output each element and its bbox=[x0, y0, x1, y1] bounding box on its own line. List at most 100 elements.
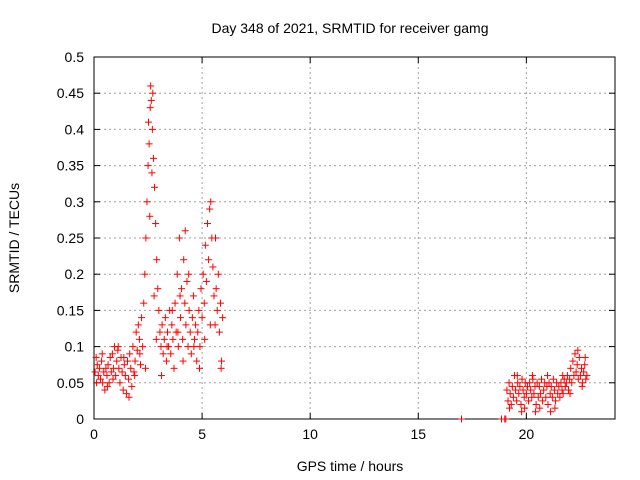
data-point bbox=[205, 256, 213, 264]
data-point bbox=[163, 343, 171, 351]
data-point bbox=[145, 140, 153, 148]
x-tick-label: 5 bbox=[198, 426, 206, 442]
data-point bbox=[519, 386, 527, 394]
data-point bbox=[98, 357, 106, 365]
data-point bbox=[174, 328, 182, 336]
data-point bbox=[209, 263, 217, 271]
data-point bbox=[517, 401, 525, 409]
data-point bbox=[574, 346, 582, 354]
data-point bbox=[184, 343, 192, 351]
data-point bbox=[195, 306, 203, 314]
data-point bbox=[577, 364, 585, 372]
data-point bbox=[198, 314, 206, 322]
data-point bbox=[531, 408, 539, 416]
data-point bbox=[91, 368, 99, 376]
data-point bbox=[514, 379, 522, 387]
data-point bbox=[535, 382, 543, 390]
data-point bbox=[139, 343, 147, 351]
data-point bbox=[98, 350, 106, 358]
data-point bbox=[513, 397, 521, 405]
data-point bbox=[507, 401, 515, 409]
data-point bbox=[141, 270, 149, 278]
data-point bbox=[520, 393, 528, 401]
data-point bbox=[518, 408, 526, 416]
data-point bbox=[526, 379, 534, 387]
data-point bbox=[578, 382, 586, 390]
data-point bbox=[522, 390, 530, 398]
data-point bbox=[210, 292, 218, 300]
data-point bbox=[575, 353, 583, 361]
data-point bbox=[197, 285, 205, 293]
data-point bbox=[581, 353, 589, 361]
data-point bbox=[544, 401, 552, 409]
data-point bbox=[581, 361, 589, 369]
data-point bbox=[100, 368, 108, 376]
data-point bbox=[580, 368, 588, 376]
data-point bbox=[527, 386, 535, 394]
data-point bbox=[119, 386, 127, 394]
data-point bbox=[216, 299, 224, 307]
data-point bbox=[179, 357, 187, 365]
x-tick-label: 20 bbox=[519, 426, 535, 442]
data-point bbox=[149, 89, 157, 97]
data-point bbox=[502, 415, 510, 423]
data-point bbox=[164, 328, 172, 336]
data-point bbox=[178, 285, 186, 293]
data-point bbox=[173, 270, 181, 278]
data-point bbox=[201, 335, 209, 343]
data-point bbox=[109, 375, 117, 383]
data-point bbox=[547, 382, 555, 390]
data-point bbox=[125, 393, 133, 401]
data-point bbox=[552, 397, 560, 405]
data-point bbox=[101, 386, 109, 394]
data-point bbox=[121, 372, 129, 380]
data-point bbox=[566, 390, 574, 398]
data-point bbox=[532, 401, 540, 409]
data-point bbox=[128, 382, 136, 390]
data-point bbox=[556, 393, 564, 401]
y-tick-labels: 0 0.05 0.1 0.15 0.2 0.25 0.3 0.35 0.4 0.45 0.5 bbox=[57, 49, 84, 427]
y-tick-label: 0.35 bbox=[57, 158, 84, 174]
x-tick-label: 15 bbox=[410, 426, 426, 442]
data-point bbox=[186, 328, 194, 336]
data-point bbox=[181, 227, 189, 235]
data-point bbox=[136, 350, 144, 358]
data-point bbox=[96, 375, 104, 383]
data-point bbox=[555, 382, 563, 390]
data-point bbox=[157, 372, 165, 380]
data-point bbox=[170, 364, 178, 372]
data-point bbox=[516, 382, 524, 390]
data-point bbox=[530, 390, 538, 398]
data-point bbox=[185, 306, 193, 314]
data-point bbox=[213, 306, 221, 314]
data-point bbox=[536, 404, 544, 412]
data-point bbox=[211, 234, 219, 242]
data-point bbox=[191, 335, 199, 343]
data-point bbox=[182, 321, 190, 329]
data-point bbox=[105, 379, 113, 387]
y-tick-label: 0.5 bbox=[65, 49, 85, 65]
data-point bbox=[190, 343, 198, 351]
data-point bbox=[126, 350, 134, 358]
data-point bbox=[193, 357, 201, 365]
y-tick-label: 0.15 bbox=[57, 302, 84, 318]
data-point bbox=[99, 379, 107, 387]
data-point bbox=[160, 335, 168, 343]
data-point bbox=[115, 364, 123, 372]
data-point bbox=[122, 390, 130, 398]
data-point bbox=[576, 372, 584, 380]
data-point bbox=[570, 372, 578, 380]
data-point bbox=[158, 321, 166, 329]
data-point bbox=[504, 397, 512, 405]
data-point bbox=[201, 241, 209, 249]
data-point bbox=[129, 343, 137, 351]
data-point bbox=[118, 368, 126, 376]
data-point bbox=[548, 393, 556, 401]
data-point bbox=[199, 270, 207, 278]
data-point bbox=[107, 368, 115, 376]
data-point bbox=[152, 335, 160, 343]
y-tick-label: 0.3 bbox=[65, 194, 85, 210]
data-point bbox=[120, 361, 128, 369]
data-point bbox=[144, 162, 152, 170]
data-point bbox=[547, 408, 555, 416]
